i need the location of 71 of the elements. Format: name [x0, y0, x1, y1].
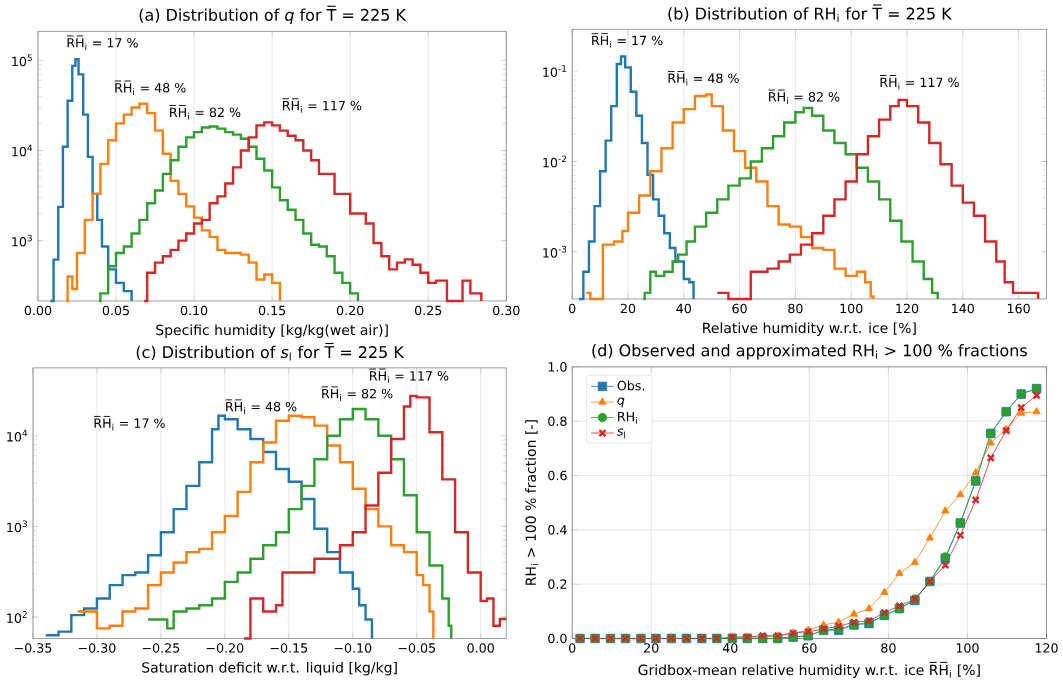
x-tick-label: −0.15	[270, 642, 308, 653]
y-tick-label: 10$^{-2}$	[543, 155, 566, 168]
y-tick-label: 0.6	[548, 470, 567, 481]
x-tick-label: 20	[644, 642, 659, 653]
x-axis-title: Gridbox-mean relative humidity w.r.t. ice R̅H̅$_{i}$ [%]	[638, 661, 980, 678]
x-tick-label: 100	[840, 303, 863, 314]
annotation: R̅H̅$_{i}$ = 48 %	[667, 70, 739, 86]
x-tick-label: −0.20	[206, 642, 244, 653]
legend-label: RH$_{i}$	[618, 411, 637, 424]
y-tick-label: 0.8	[548, 416, 567, 426]
x-tick-label: 0.05	[102, 305, 129, 316]
chart-title: (b) Distribution of RH$_{i}$ for T̅ = 225 K	[668, 4, 952, 22]
x-tick-label: −0.10	[334, 642, 372, 653]
x-tick-label: 0	[568, 642, 576, 653]
x-tick-label: 0.20	[336, 305, 364, 316]
y-axis-title: RH$_{i}$ > 100 % fraction [-]	[525, 420, 539, 585]
x-tick-label: 120	[896, 303, 919, 314]
x-tick-label: 60	[802, 642, 817, 653]
y-tick-label: 10$^{3}$	[12, 234, 32, 247]
legend-label: q	[617, 397, 625, 408]
x-axis-title: Specific humidity [kg/kg(wet air)]	[156, 324, 388, 338]
x-tick-label: 160	[1007, 303, 1030, 314]
x-tick-label: 0.00	[24, 305, 52, 316]
x-tick-label: 0.25	[414, 305, 442, 316]
x-tick-label: 0.10	[180, 305, 208, 316]
x-tick-label: −0.25	[142, 642, 180, 653]
y-tick-label: 10$^{-1}$	[543, 65, 566, 77]
x-tick-label: 60	[732, 303, 747, 314]
y-tick-label: 10$^{4}$	[7, 429, 28, 442]
legend-label: Obs.	[617, 380, 645, 391]
x-axis-title: Saturation deficit w.r.t. liquid [kg/kg]	[142, 661, 397, 676]
y-tick-label: 0.0	[548, 633, 567, 644]
x-tick-label: −0.05	[398, 642, 436, 653]
x-tick-label: 0	[568, 303, 576, 314]
y-tick-label: 10$^{4}$	[12, 144, 33, 157]
y-tick-label: 0.2	[548, 579, 567, 589]
y-tick-label: 0.4	[548, 524, 567, 535]
x-tick-label: 20	[620, 303, 636, 314]
x-tick-label: 140	[952, 303, 975, 314]
annotation: R̅H̅$_{i}$ = 82 %	[321, 386, 393, 401]
y-tick-label: 10$^{-3}$	[543, 245, 567, 258]
annotation: R̅H̅$_{i}$ = 117 %	[282, 98, 362, 113]
annotation: R̅H̅$_{i}$ = 82 %	[169, 104, 241, 120]
x-tick-label: 0.30	[493, 305, 520, 316]
annotation: R̅H̅$_{i}$ = 82 %	[768, 89, 840, 104]
x-tick-label: −0.30	[78, 642, 116, 653]
x-tick-label: 100	[956, 642, 979, 653]
annotation: R̅H̅$_{i}$ = 17 %	[591, 33, 663, 48]
annotation: R̅H̅$_{i}$ = 48 %	[225, 399, 297, 414]
x-tick-label: 120	[1035, 642, 1058, 653]
x-axis-title: Relative humidity w.r.t. ice [%]	[703, 322, 916, 336]
chart-title: (d) Observed and approximated RH$_{i}$ > 100 % fractions	[592, 343, 1027, 360]
annotation: R̅H̅$_{i}$ = 17 %	[93, 415, 165, 431]
legend-label: s$_{l}$	[617, 428, 626, 438]
x-tick-label: 80	[788, 303, 803, 314]
y-tick-label: 10$^{3}$	[7, 520, 27, 533]
y-tick-label: 10$^{2}$	[7, 610, 27, 623]
x-tick-label: 40	[676, 303, 691, 314]
annotation: R̅H̅$_{i}$ = 117 %	[369, 368, 449, 383]
annotation: R̅H̅$_{i}$ = 117 %	[879, 74, 959, 90]
x-tick-label: −0.35	[14, 642, 52, 653]
chart-title: (a) Distribution of q for T̅ = 225 K	[139, 5, 407, 24]
x-tick-label: 0.15	[258, 305, 286, 316]
x-tick-label: 40	[722, 642, 738, 653]
chart-title: (c) Distribution of s$_{l}$ for T̅ = 225 K	[136, 342, 405, 361]
y-tick-label: 1.0	[548, 361, 567, 372]
x-tick-label: 0.00	[467, 642, 494, 653]
annotation: R̅H̅$_{i}$ = 48 %	[114, 80, 186, 95]
annotation: R̅H̅$_{i}$ = 17 %	[66, 35, 138, 50]
x-tick-label: 80	[881, 642, 896, 653]
y-tick-label: 10$^{5}$	[12, 54, 32, 67]
